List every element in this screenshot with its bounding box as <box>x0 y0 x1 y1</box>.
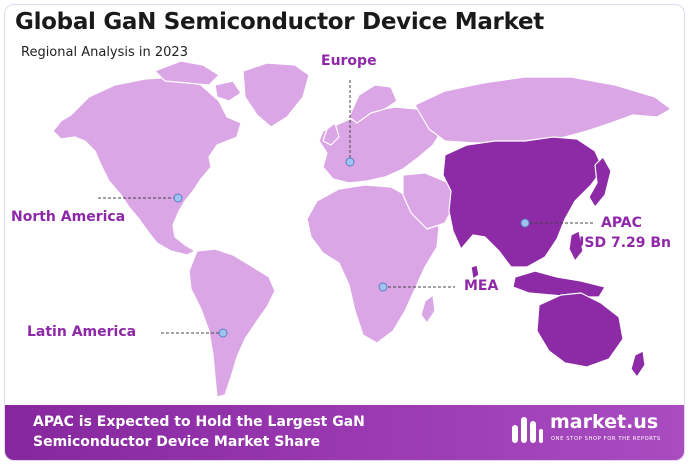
infographic-frame: Global GaN Semiconductor Device Market R… <box>4 4 685 461</box>
apac-marker <box>520 218 530 228</box>
footer-headline: APAC is Expected to Hold the Largest GaN… <box>33 412 473 452</box>
north-america-marker <box>173 193 183 203</box>
footer-banner: APAC is Expected to Hold the Largest GaN… <box>5 405 684 460</box>
footer-line-1: APAC is Expected to Hold the Largest GaN <box>33 414 365 430</box>
page-subtitle: Regional Analysis in 2023 <box>21 45 188 60</box>
region-value-apac: USD 7.29 Bn <box>573 235 671 251</box>
madagascar-shape <box>420 294 436 324</box>
russia-shape <box>414 76 672 144</box>
europe-marker <box>345 157 355 167</box>
mea-marker <box>378 282 388 292</box>
brand-logo: market.us ONE STOP SHOP FOR THE REPORTS <box>510 411 675 455</box>
greenland-shape <box>242 62 310 128</box>
uk-shape <box>322 122 340 146</box>
bar-chart-icon <box>512 417 543 443</box>
region-label-latin-america: Latin America <box>27 324 137 340</box>
south-america-shape <box>188 248 276 398</box>
middle-east-shape <box>402 172 456 230</box>
brand-name: market.us <box>550 411 659 433</box>
north-america-shape <box>52 76 242 256</box>
indonesia-shape <box>512 270 606 298</box>
asia-pacific-shape <box>442 136 604 268</box>
arctic-islands-shape <box>154 60 220 86</box>
region-label-apac: APAC <box>601 215 642 231</box>
latin-america-marker <box>218 328 228 338</box>
japan-shape <box>588 156 612 208</box>
page-title: Global GaN Semiconductor Device Market <box>15 9 544 35</box>
scandinavia-shape <box>348 84 398 124</box>
australia-shape <box>536 292 624 368</box>
world-map <box>52 60 672 398</box>
new-zealand-shape <box>630 350 646 378</box>
africa-shape <box>306 184 440 344</box>
sri-lanka-shape <box>470 264 480 280</box>
philippines-shape <box>568 230 584 262</box>
region-label-north-america: North America <box>11 209 126 225</box>
region-label-europe: Europe <box>321 53 377 69</box>
brand-tagline: ONE STOP SHOP FOR THE REPORTS <box>551 436 661 442</box>
footer-line-2: Semiconductor Device Market Share <box>33 434 321 450</box>
arctic-islands-shape <box>214 80 242 102</box>
region-label-mea: MEA <box>464 278 499 294</box>
